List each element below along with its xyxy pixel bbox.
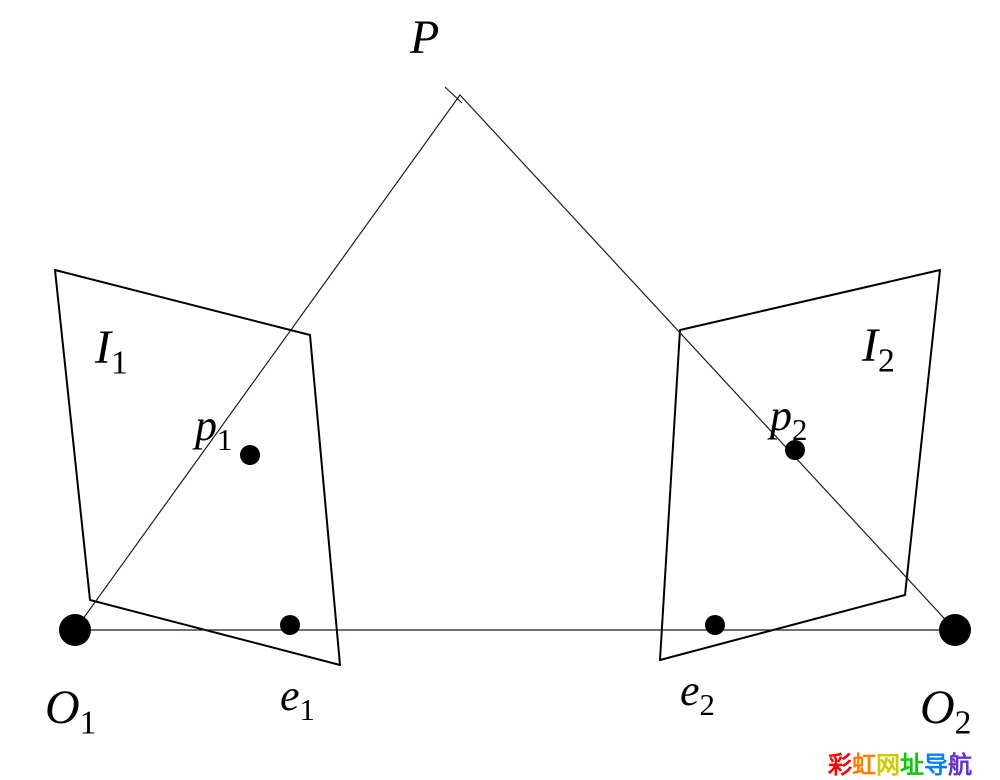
watermark: 彩虹网址导航 bbox=[828, 745, 972, 780]
label-O2: O2 bbox=[920, 680, 971, 743]
label-P: P bbox=[410, 10, 439, 65]
label-e1: e1 bbox=[280, 670, 315, 728]
epipolar-diagram bbox=[0, 0, 1000, 780]
label-I1: I1 bbox=[95, 320, 128, 383]
label-e2: e2 bbox=[680, 665, 715, 723]
label-p1: p1 bbox=[195, 400, 232, 458]
label-p2: p2 bbox=[770, 390, 807, 448]
label-I2: I2 bbox=[862, 318, 895, 381]
label-O1: O1 bbox=[45, 680, 96, 743]
